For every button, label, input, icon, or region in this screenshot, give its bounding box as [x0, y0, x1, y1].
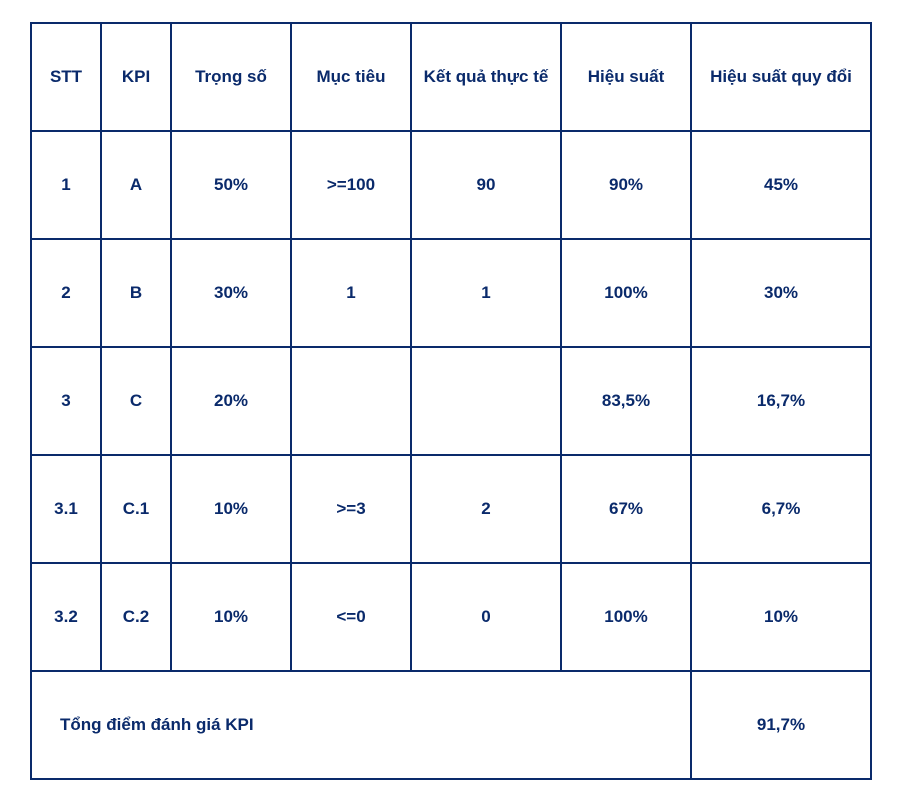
cell-hsqd: 6,7%	[691, 455, 871, 563]
col-header-mt: Mục tiêu	[291, 23, 411, 131]
cell-ts: 20%	[171, 347, 291, 455]
cell-kq: 1	[411, 239, 561, 347]
cell-kpi: B	[101, 239, 171, 347]
table-row: 3.2 C.2 10% <=0 0 100% 10%	[31, 563, 871, 671]
cell-kq: 2	[411, 455, 561, 563]
cell-kpi: C.2	[101, 563, 171, 671]
cell-mt: >=3	[291, 455, 411, 563]
footer-value: 91,7%	[691, 671, 871, 779]
cell-mt: <=0	[291, 563, 411, 671]
cell-hs: 67%	[561, 455, 691, 563]
cell-kq: 90	[411, 131, 561, 239]
cell-ts: 50%	[171, 131, 291, 239]
col-header-kq: Kết quả thực tế	[411, 23, 561, 131]
cell-mt: 1	[291, 239, 411, 347]
table-row: 1 A 50% >=100 90 90% 45%	[31, 131, 871, 239]
table-footer-row: Tổng điểm đánh giá KPI 91,7%	[31, 671, 871, 779]
cell-hsqd: 45%	[691, 131, 871, 239]
cell-hsqd: 16,7%	[691, 347, 871, 455]
col-header-hsqd: Hiệu suất quy đổi	[691, 23, 871, 131]
table-header-row: STT KPI Trọng số Mục tiêu Kết quả thực t…	[31, 23, 871, 131]
col-header-stt: STT	[31, 23, 101, 131]
cell-stt: 2	[31, 239, 101, 347]
cell-stt: 3.2	[31, 563, 101, 671]
cell-hs: 100%	[561, 563, 691, 671]
col-header-hs: Hiệu suất	[561, 23, 691, 131]
cell-hs: 100%	[561, 239, 691, 347]
cell-mt	[291, 347, 411, 455]
cell-stt: 3	[31, 347, 101, 455]
cell-kpi: A	[101, 131, 171, 239]
cell-mt: >=100	[291, 131, 411, 239]
cell-hs: 90%	[561, 131, 691, 239]
cell-stt: 3.1	[31, 455, 101, 563]
footer-label: Tổng điểm đánh giá KPI	[31, 671, 691, 779]
cell-ts: 30%	[171, 239, 291, 347]
col-header-ts: Trọng số	[171, 23, 291, 131]
cell-ts: 10%	[171, 455, 291, 563]
table-row: 2 B 30% 1 1 100% 30%	[31, 239, 871, 347]
kpi-table: STT KPI Trọng số Mục tiêu Kết quả thực t…	[30, 22, 872, 780]
cell-hsqd: 30%	[691, 239, 871, 347]
cell-ts: 10%	[171, 563, 291, 671]
cell-stt: 1	[31, 131, 101, 239]
cell-kpi: C.1	[101, 455, 171, 563]
table-row: 3 C 20% 83,5% 16,7%	[31, 347, 871, 455]
table-row: 3.1 C.1 10% >=3 2 67% 6,7%	[31, 455, 871, 563]
cell-hsqd: 10%	[691, 563, 871, 671]
cell-kpi: C	[101, 347, 171, 455]
cell-kq: 0	[411, 563, 561, 671]
col-header-kpi: KPI	[101, 23, 171, 131]
cell-kq	[411, 347, 561, 455]
cell-hs: 83,5%	[561, 347, 691, 455]
